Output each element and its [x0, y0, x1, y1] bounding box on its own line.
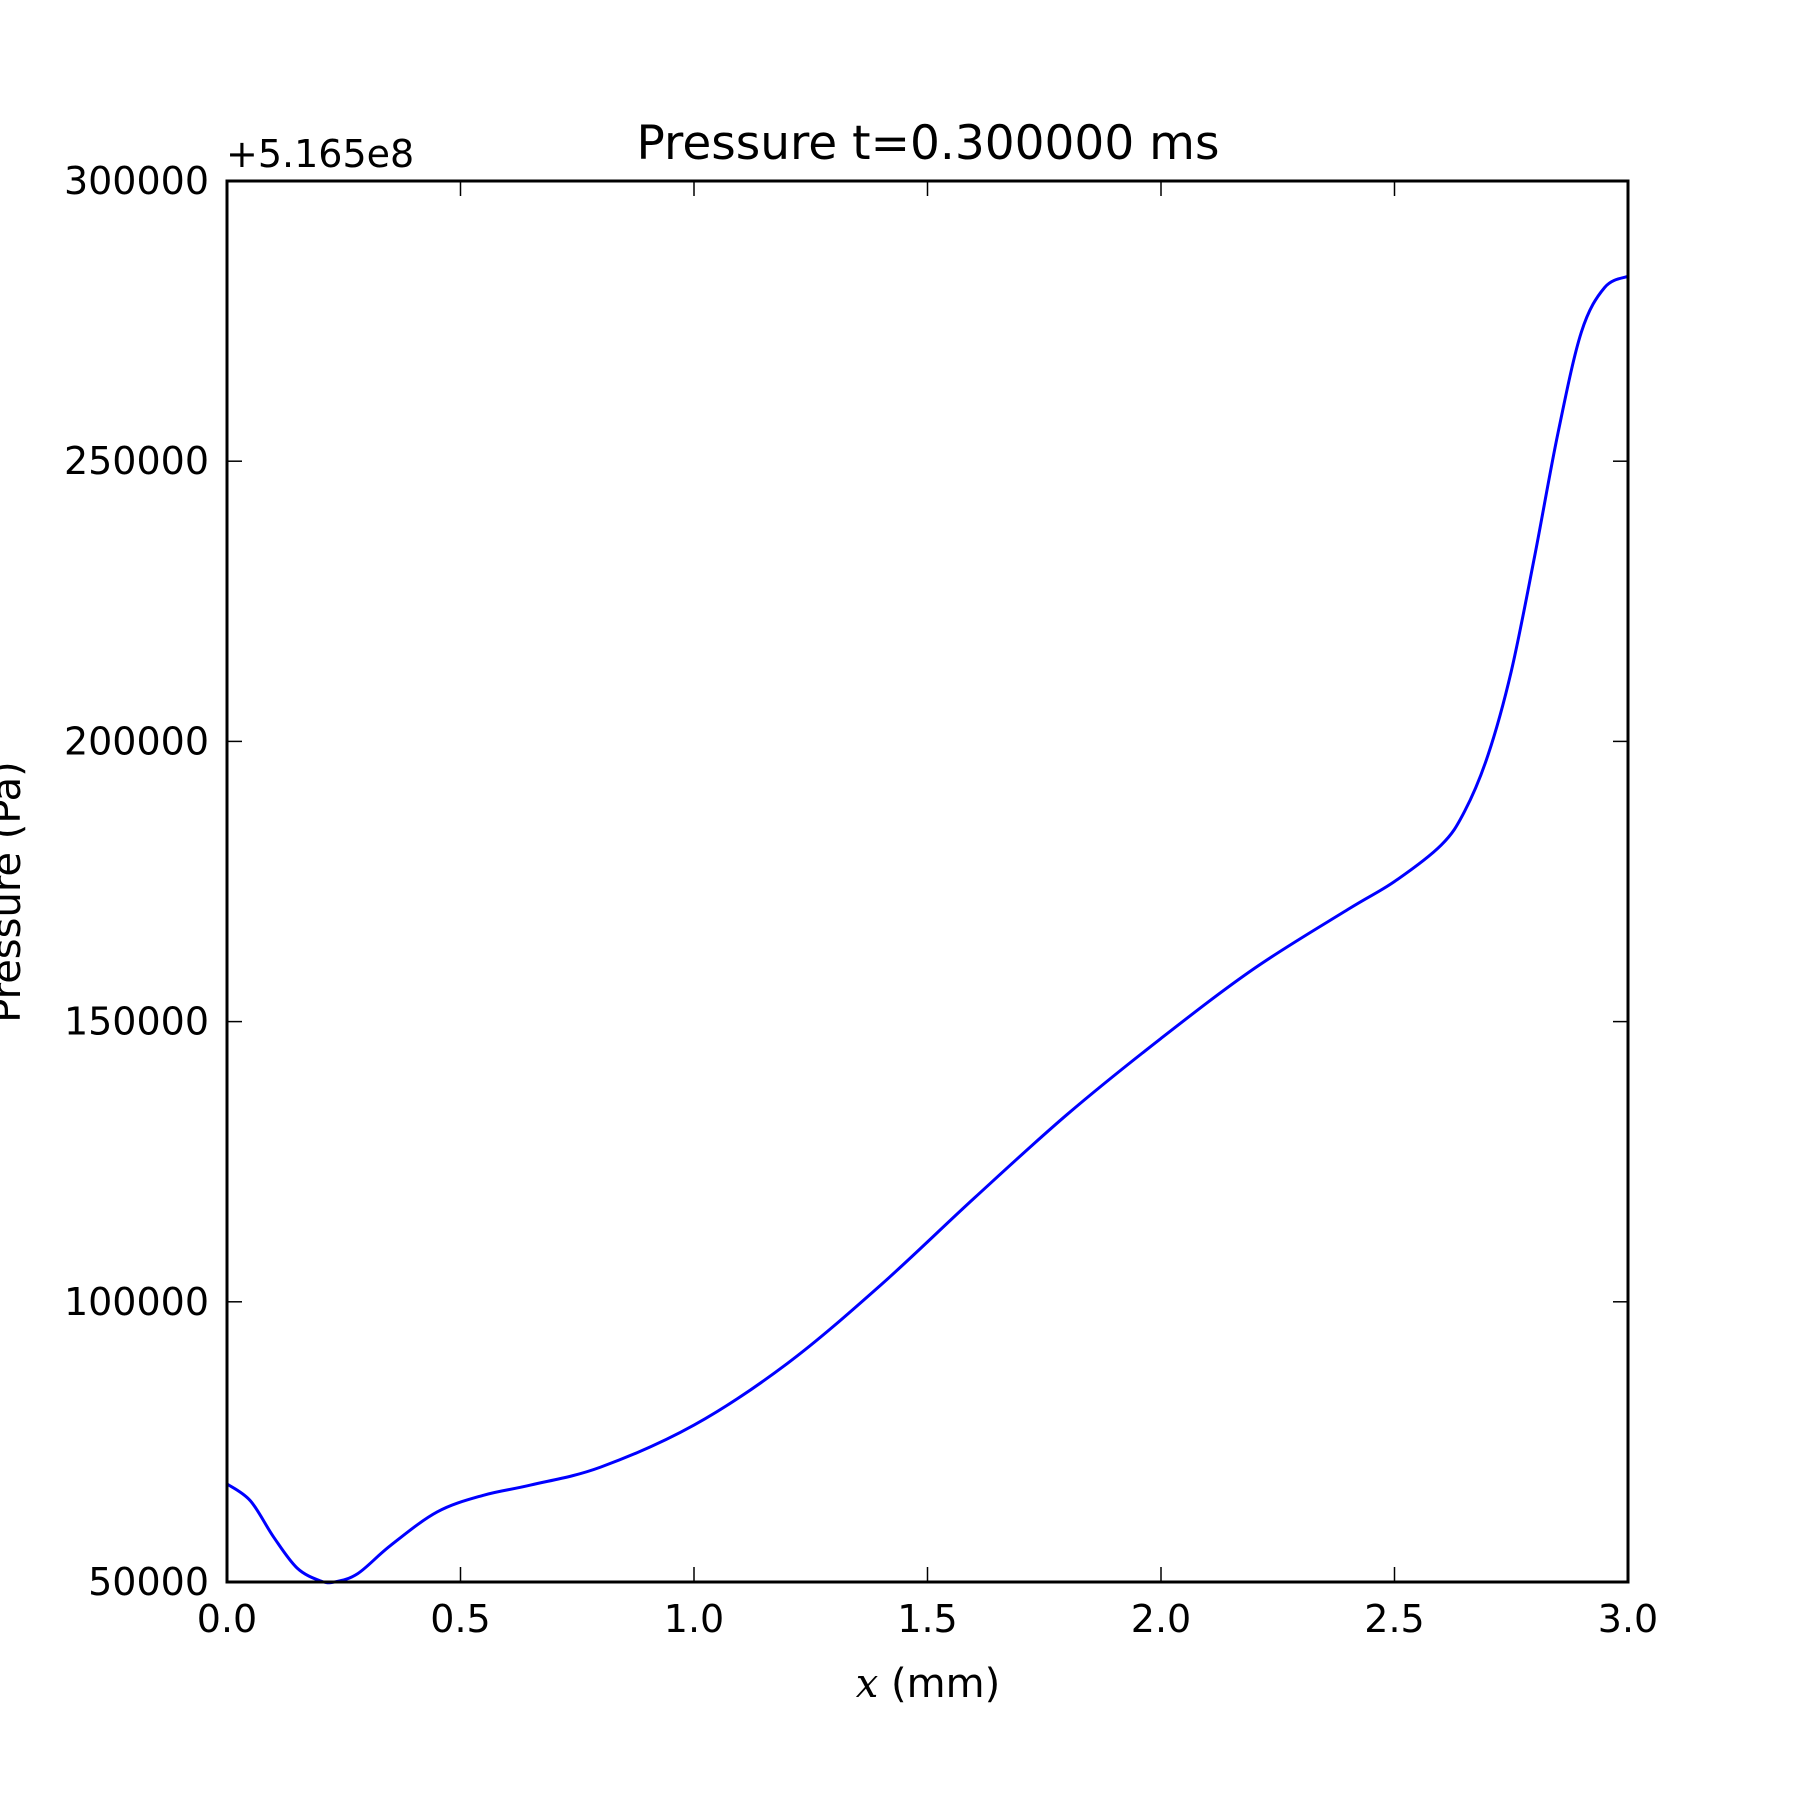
x-axis-label: x (mm)	[856, 1661, 1000, 1707]
y-axis: 50000 100000 150000 200000 250000 300000	[64, 159, 1628, 1604]
x-axis-label-variable: x	[856, 1661, 879, 1707]
x-tick-label: 0.5	[430, 1597, 490, 1641]
y-offset-label: +5.165e8	[226, 132, 414, 176]
x-tick-label: 1.0	[664, 1597, 724, 1641]
x-tick-label: 0.0	[197, 1597, 257, 1641]
y-tick-label: 250000	[64, 439, 209, 483]
y-tick-label: 150000	[64, 1000, 209, 1044]
plot-area	[225, 179, 1630, 1585]
y-axis-label: Pressure (Pa)	[0, 761, 30, 1023]
x-axis: 0.0 0.5 1.0 1.5 2.0 2.5 3.0	[197, 181, 1658, 1641]
y-tick-label: 300000	[64, 159, 209, 203]
plot-frame	[225, 179, 1630, 1584]
y-tick-label: 200000	[64, 719, 209, 763]
x-tick-label: 2.5	[1364, 1597, 1424, 1641]
y-tick-label: 50000	[88, 1560, 209, 1604]
x-tick-label: 3.0	[1598, 1597, 1658, 1641]
x-tick-label: 1.5	[897, 1597, 957, 1641]
series-line-0	[226, 274, 1629, 1585]
chart-title: Pressure t=0.300000 ms	[637, 116, 1220, 171]
x-tick-label: 2.0	[1131, 1597, 1191, 1641]
y-tick-label: 100000	[64, 1280, 209, 1324]
x-axis-label-unit: (mm)	[878, 1661, 1000, 1707]
